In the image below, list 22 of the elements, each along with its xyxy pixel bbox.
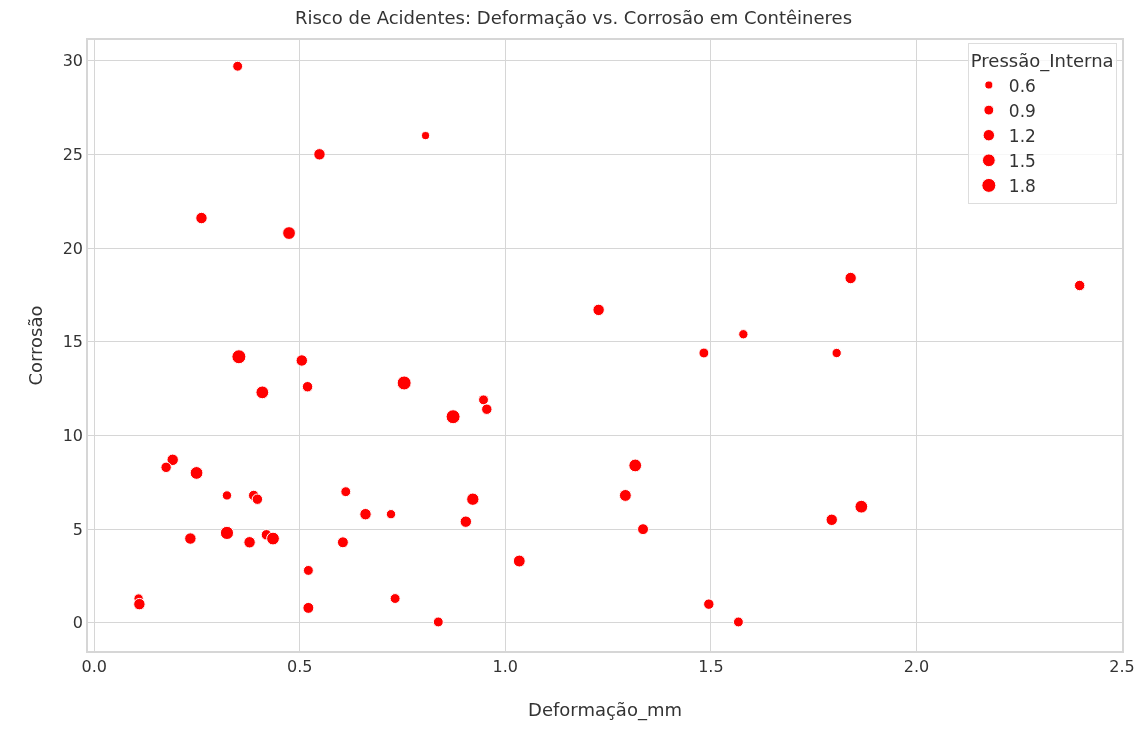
legend-title: Pressão_Interna (970, 50, 1114, 73)
y-tick-label: 0 (72, 613, 84, 633)
legend-label: 1.2 (1008, 125, 1036, 146)
y-tick-label: 25 (62, 144, 84, 164)
y-tick-label: 15 (62, 332, 84, 352)
legend-label: 0.9 (1008, 100, 1036, 121)
y-tick-label: 5 (72, 519, 84, 539)
x-tick-label: 0.0 (81, 656, 107, 676)
chart-title: Risco de Acidentes: Deformação vs. Corrosão em Contêineres (294, 6, 853, 28)
x-axis-title: Deformação_mm (528, 698, 682, 721)
legend-label: 0.6 (1008, 75, 1036, 96)
x-tick-label: 1.0 (492, 656, 519, 676)
legend-label: 1.8 (1008, 176, 1036, 197)
legend-label: 1.5 (1008, 150, 1036, 171)
x-tick-label: 1.5 (698, 656, 724, 676)
y-tick-label: 10 (62, 426, 84, 446)
y-tick-label: 20 (62, 238, 84, 258)
x-tick-label: 2.5 (1109, 656, 1135, 676)
y-axis-title: Corrosão (24, 305, 46, 386)
x-tick-label: 0.5 (287, 656, 313, 676)
y-tick-label: 30 (62, 51, 84, 71)
x-tick-label: 2.0 (903, 656, 930, 676)
